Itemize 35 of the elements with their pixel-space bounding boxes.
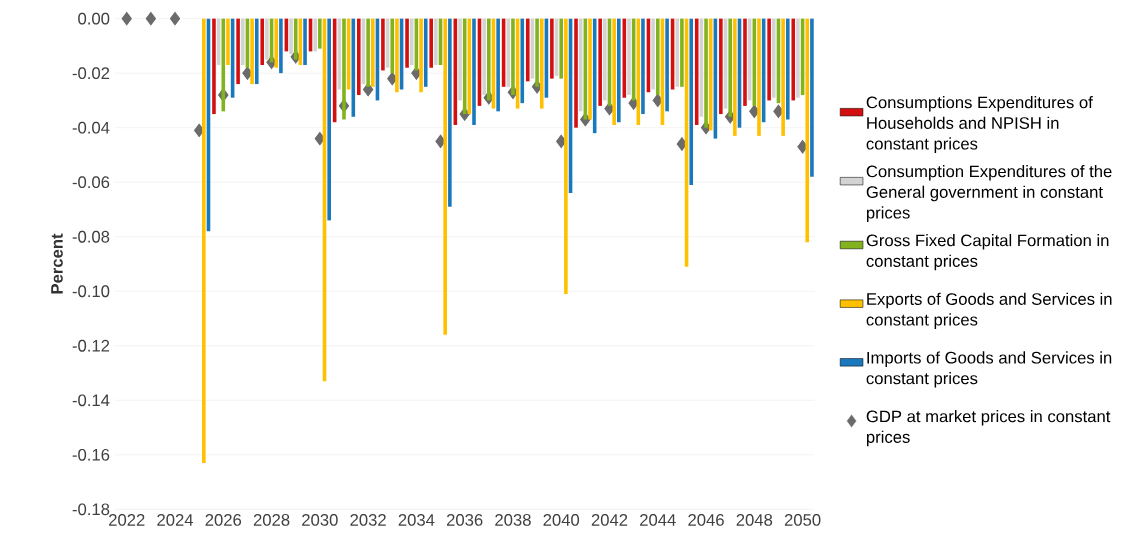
x-tick-label: 2046 <box>688 514 724 526</box>
x-tick-label: 2042 <box>591 514 628 526</box>
x-tick-label: 2034 <box>398 514 435 526</box>
legend-label: Consumption Expenditures of the General government in constant prices <box>866 165 1112 222</box>
point <box>144 10 158 28</box>
legend-label: Imports of Goods and Services in constant prices <box>866 351 1112 388</box>
x-tick-label: 2038 <box>495 514 531 526</box>
x-tick-label: 2040 <box>543 514 580 526</box>
x-tick-label: 2028 <box>253 514 290 526</box>
y-tick-label: -0.18 <box>72 503 110 516</box>
x-tick-label: 2026 <box>205 514 242 526</box>
x-tick-label: 2032 <box>350 514 386 526</box>
y-tick-label: -0.02 <box>72 67 110 80</box>
x-tick-label: 2030 <box>302 514 338 526</box>
point <box>168 10 182 28</box>
x-tick-label: 2036 <box>446 514 483 526</box>
y-tick-label: -0.08 <box>72 230 110 243</box>
y-tick-label: -0.04 <box>72 121 110 134</box>
y-tick-label: -0.10 <box>72 285 110 298</box>
legend-label: Exports of Goods and Services in constant prices <box>866 292 1112 329</box>
legend-label: Consumptions Expenditures of Households and NPISH in constant prices <box>866 96 1093 153</box>
y-tick-label: -0.16 <box>72 448 110 461</box>
y-tick-label: -0.12 <box>72 339 110 352</box>
x-tick-label: 2022 <box>109 514 145 526</box>
y-axis-title: Percent <box>51 233 63 294</box>
legend-label: GDP at market prices in constant prices <box>866 410 1111 447</box>
point <box>120 10 134 28</box>
y-tick-label: -0.14 <box>72 394 110 407</box>
legend-label: Gross Fixed Capital Formation in constant prices <box>866 234 1109 271</box>
y-tick-label: 0.00 <box>78 12 110 25</box>
x-tick-label: 2048 <box>736 514 773 526</box>
x-tick-label: 2024 <box>157 514 194 526</box>
x-tick-label: 2050 <box>784 514 821 526</box>
x-tick-label: 2044 <box>640 514 676 526</box>
y-tick-label: -0.06 <box>72 176 110 189</box>
